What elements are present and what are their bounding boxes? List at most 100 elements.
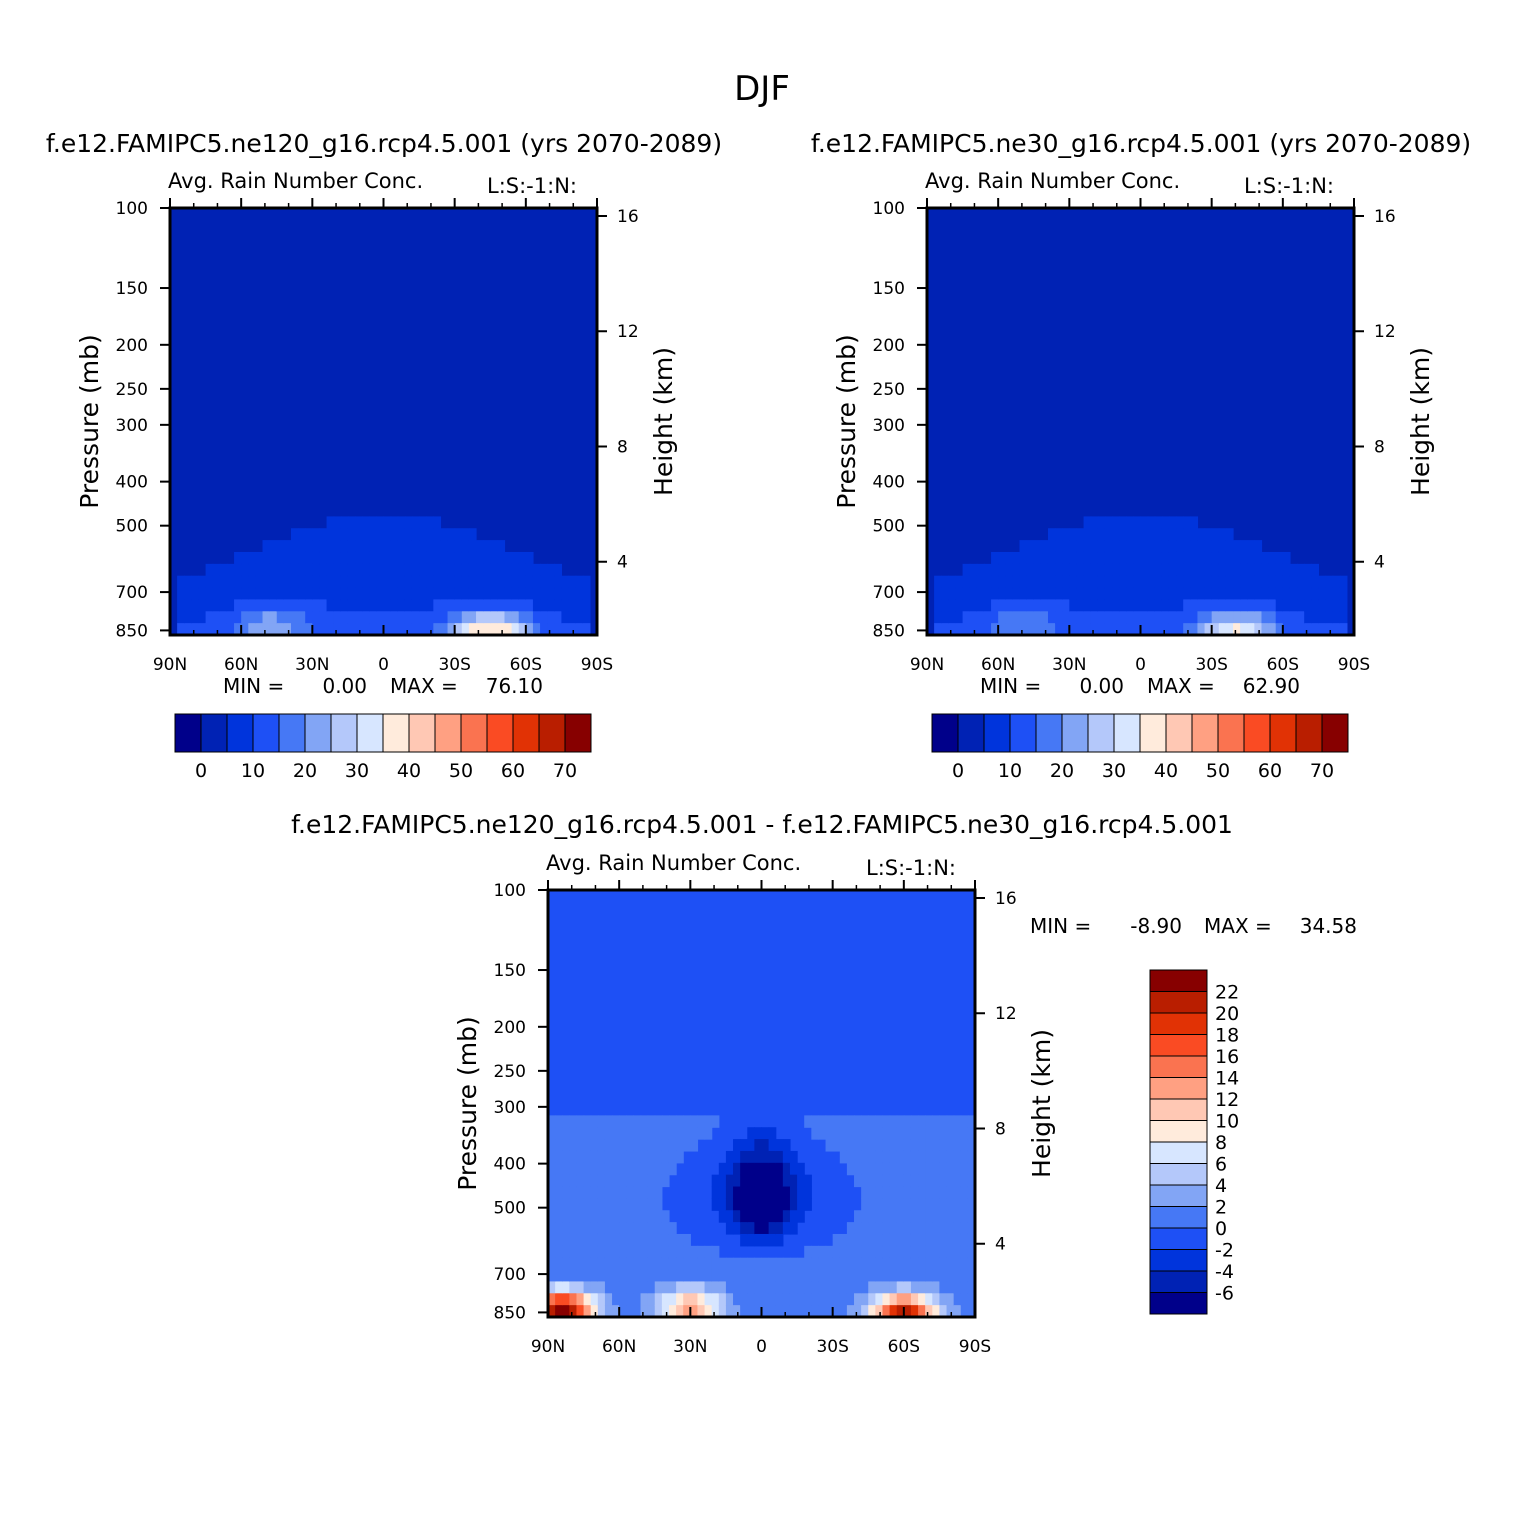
heatmap-cell <box>647 1245 656 1259</box>
heatmap-cell <box>1090 540 1099 553</box>
heatmap-cell <box>562 1186 570 1199</box>
heatmap-cell <box>376 599 385 612</box>
heatmap-cell <box>1140 516 1149 529</box>
heatmap-cell <box>340 587 349 601</box>
heatmap-cell <box>191 587 200 601</box>
heatmap-cell <box>619 1293 627 1306</box>
heatmap-cell <box>910 1139 919 1152</box>
heatmap-cell <box>998 563 1006 577</box>
heatmap-cell <box>191 575 200 589</box>
panel-1-min-label: MIN = <box>223 674 284 698</box>
colorbar-swatch <box>1035 713 1063 753</box>
heatmap-cell <box>1247 623 1255 636</box>
heatmap-cell <box>690 1127 699 1140</box>
panel-2-max-value: 62.90 <box>1243 674 1300 698</box>
heatmap-cell <box>1012 551 1021 565</box>
colorbar-swatch <box>408 713 436 753</box>
heatmap-cell <box>661 1269 670 1283</box>
heatmap-cell <box>426 575 434 589</box>
colorbar-swatch <box>1269 713 1297 753</box>
heatmap-cell <box>1225 551 1234 565</box>
heatmap-cell <box>1104 599 1113 612</box>
heatmap-cell <box>440 563 449 577</box>
heatmap-cell <box>804 1186 812 1199</box>
heatmap-cell <box>647 1305 656 1318</box>
heatmap-cell <box>654 1162 663 1176</box>
heatmap-cell <box>654 1174 663 1188</box>
y-tick-label: 100 <box>873 199 905 219</box>
heatmap-cell <box>340 551 349 565</box>
heatmap-cell <box>1325 611 1334 624</box>
heatmap-cell <box>918 1210 926 1223</box>
heatmap-cell <box>910 1162 919 1176</box>
heatmap-cell <box>896 1198 905 1211</box>
heatmap-cell <box>454 599 463 612</box>
heatmap-cell <box>1197 623 1206 636</box>
heatmap-cell <box>476 551 484 565</box>
heatmap-cell <box>1197 575 1206 589</box>
heatmap-cell <box>740 1139 748 1152</box>
heatmap-cell <box>654 1222 663 1235</box>
heatmap-cell <box>555 1222 563 1235</box>
heatmap-cell <box>725 1174 734 1188</box>
heatmap-cell <box>583 1139 592 1152</box>
panel-3-max-value: 34.58 <box>1300 914 1357 938</box>
heatmap-cell <box>1311 623 1320 636</box>
heatmap-cell <box>868 1150 876 1164</box>
heatmap-cell <box>1183 563 1191 577</box>
heatmap-cell <box>569 1269 578 1283</box>
heatmap-cell <box>925 1210 933 1223</box>
heatmap-cell <box>1168 551 1177 565</box>
heatmap-cell <box>797 1210 805 1223</box>
heatmap-cell <box>1019 611 1028 624</box>
heatmap-cell <box>1233 611 1241 624</box>
heatmap-cell <box>896 1233 905 1247</box>
heatmap-cell <box>619 1127 627 1140</box>
heatmap-cell <box>775 1305 784 1318</box>
colorbar-label: 60 <box>1258 760 1282 782</box>
heatmap-cell <box>761 1198 770 1211</box>
colorbar-label: 10 <box>241 760 265 782</box>
heatmap-cell <box>889 1281 898 1294</box>
heatmap-cell <box>676 1245 684 1259</box>
heatmap-cell <box>1040 611 1049 624</box>
heatmap-cell <box>861 1245 869 1259</box>
heatmap-cell <box>1097 540 1106 553</box>
heatmap-cell <box>419 599 427 612</box>
heatmap-cell <box>946 1127 955 1140</box>
heatmap-cell <box>555 1210 563 1223</box>
heatmap-cell <box>590 1115 599 1128</box>
heatmap-cell <box>811 1281 820 1294</box>
heatmap-cell <box>789 1186 798 1199</box>
heatmap-cell <box>918 1198 926 1211</box>
heatmap-cell <box>953 1210 962 1223</box>
heatmap-cell <box>1240 551 1248 565</box>
heatmap-cell <box>347 563 356 577</box>
heatmap-cell <box>775 1257 784 1271</box>
heatmap-cell <box>811 1245 820 1259</box>
heatmap-cell <box>355 551 363 565</box>
heatmap-cell <box>1055 623 1063 636</box>
heatmap-cell <box>411 611 420 624</box>
heatmap-cell <box>789 1198 798 1211</box>
heatmap-cell <box>555 1162 563 1176</box>
heatmap-cell <box>212 623 221 636</box>
heatmap-cell <box>518 611 527 624</box>
heatmap-cell <box>1112 587 1120 601</box>
heatmap-cell <box>789 1210 798 1223</box>
heatmap-cell <box>212 563 221 577</box>
heatmap-cell <box>747 1127 755 1140</box>
heatmap-cell <box>939 1257 948 1271</box>
heatmap-cell <box>612 1281 620 1294</box>
heatmap-cell <box>426 563 434 577</box>
heatmap-cell <box>568 575 577 589</box>
heatmap-cell <box>555 1127 563 1140</box>
heatmap-cell <box>747 1305 755 1318</box>
heatmap-cell <box>1211 563 1220 577</box>
heatmap-cell <box>582 575 591 589</box>
heatmap-cell <box>910 1198 919 1211</box>
heatmap-cell <box>910 1281 919 1294</box>
heatmap-cell <box>955 623 964 636</box>
heatmap-cell <box>882 1233 891 1247</box>
heatmap-cell <box>597 1115 606 1128</box>
